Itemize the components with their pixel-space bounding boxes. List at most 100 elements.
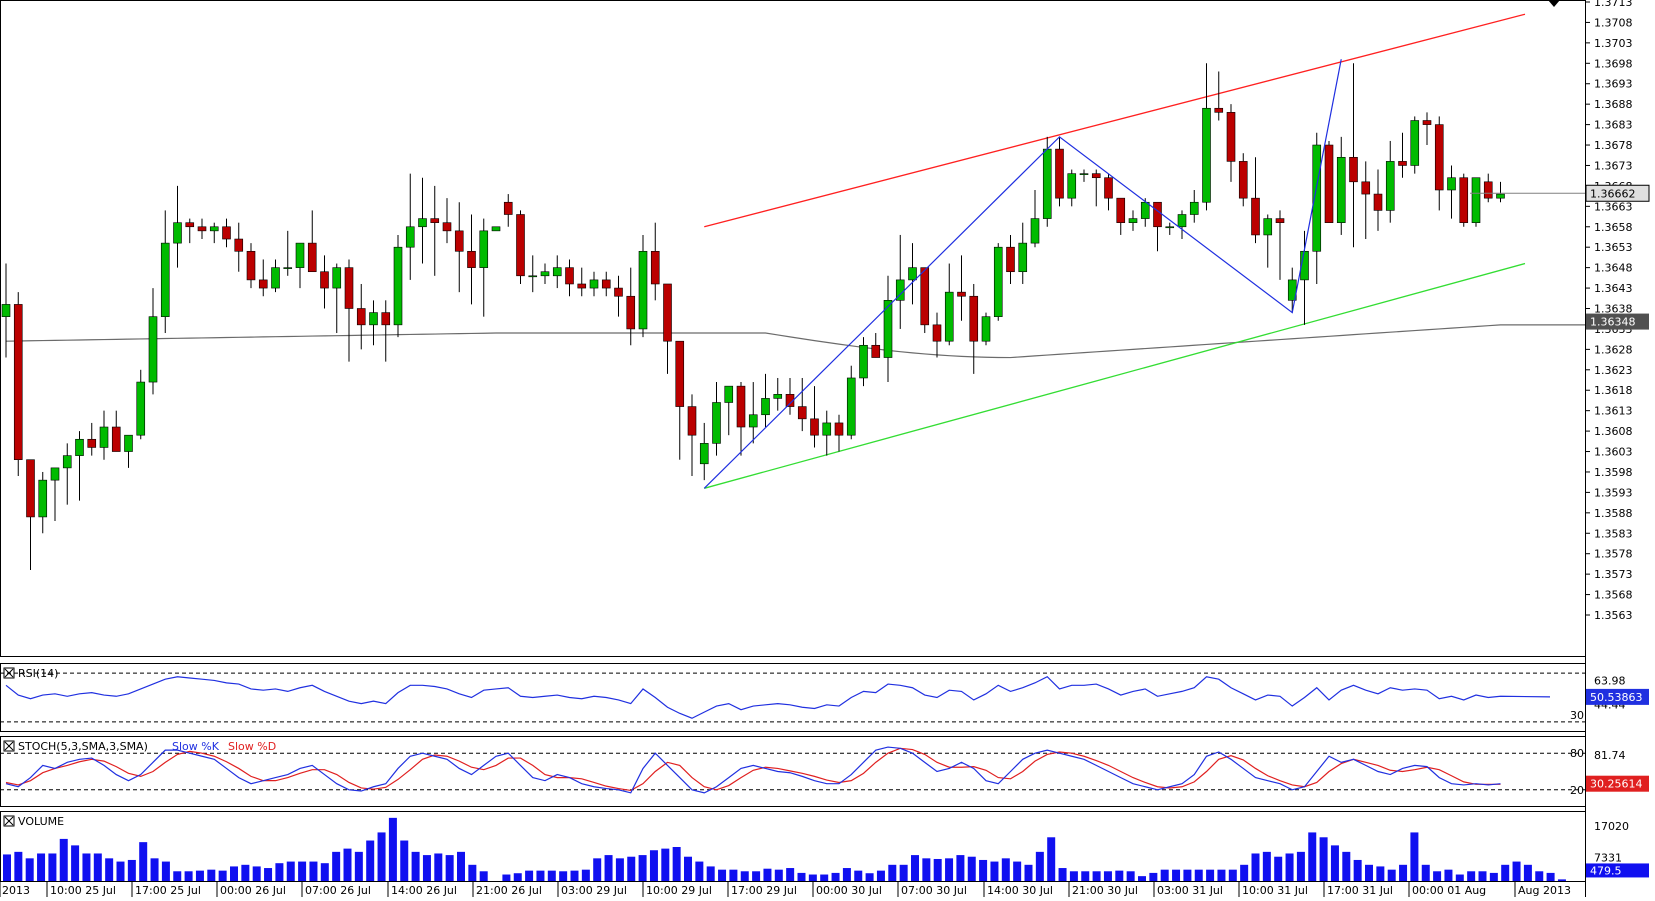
candle[interactable] — [1042, 136, 1052, 227]
candle[interactable] — [405, 173, 415, 280]
candle[interactable] — [981, 312, 991, 346]
candle[interactable] — [418, 177, 427, 264]
candle[interactable] — [601, 271, 611, 297]
candle[interactable] — [1398, 132, 1407, 178]
candle[interactable] — [320, 255, 329, 309]
candle[interactable] — [920, 267, 930, 334]
candle[interactable] — [75, 431, 84, 501]
scroll-marker-icon[interactable] — [1548, 0, 1560, 7]
candle[interactable] — [1263, 214, 1273, 268]
lower-channel-line[interactable] — [704, 262, 1526, 489]
candle[interactable] — [908, 243, 917, 305]
candle[interactable] — [26, 459, 35, 571]
candle[interactable] — [748, 382, 758, 444]
candle[interactable] — [516, 210, 525, 284]
candle[interactable] — [993, 243, 1003, 321]
candle[interactable] — [1459, 173, 1469, 227]
candle[interactable] — [797, 377, 807, 432]
candle[interactable] — [393, 234, 403, 338]
candle[interactable] — [1336, 136, 1346, 235]
candle[interactable] — [675, 340, 685, 460]
candle[interactable] — [1177, 210, 1187, 240]
candle[interactable] — [442, 198, 452, 244]
candle[interactable] — [185, 218, 195, 244]
candle[interactable] — [1275, 210, 1285, 280]
candle[interactable] — [1055, 136, 1064, 207]
candle[interactable] — [1091, 169, 1101, 207]
pattern-zigzag-line[interactable] — [703, 59, 1342, 489]
candle[interactable] — [1006, 234, 1015, 284]
candle[interactable] — [589, 271, 599, 297]
candle[interactable] — [712, 382, 721, 456]
candle[interactable] — [87, 422, 97, 456]
candle[interactable] — [932, 312, 942, 358]
candle[interactable] — [344, 259, 354, 362]
candle[interactable] — [540, 263, 550, 284]
candle[interactable] — [479, 218, 489, 317]
candle[interactable] — [50, 467, 60, 522]
candle[interactable] — [1104, 173, 1113, 211]
candle[interactable] — [13, 292, 23, 477]
candle[interactable] — [773, 377, 783, 411]
candle[interactable] — [111, 410, 121, 452]
candle[interactable] — [1079, 169, 1089, 182]
candle[interactable] — [160, 210, 170, 334]
candle[interactable] — [699, 422, 709, 481]
candle[interactable] — [136, 369, 146, 440]
candle[interactable] — [381, 300, 391, 362]
candle[interactable] — [307, 210, 317, 273]
candle[interactable] — [944, 263, 954, 346]
rsi-close-icon[interactable] — [3, 667, 15, 679]
candle[interactable] — [638, 234, 648, 338]
candle[interactable] — [565, 259, 574, 297]
candle[interactable] — [1226, 104, 1236, 182]
volume-close-icon[interactable] — [3, 815, 15, 827]
candle[interactable] — [859, 337, 868, 387]
candle[interactable] — [1, 263, 11, 358]
candle[interactable] — [1202, 63, 1211, 211]
candle[interactable] — [430, 185, 440, 276]
candle[interactable] — [1483, 173, 1493, 203]
candle[interactable] — [1238, 153, 1248, 207]
candle[interactable] — [1128, 210, 1138, 231]
candle[interactable] — [822, 410, 832, 456]
candle[interactable] — [271, 259, 280, 293]
candle[interactable] — [1447, 165, 1456, 219]
candle[interactable] — [356, 283, 366, 350]
candle[interactable] — [736, 382, 746, 456]
candle[interactable] — [1116, 197, 1126, 235]
candle[interactable] — [846, 365, 856, 440]
candle[interactable] — [871, 333, 881, 358]
candle[interactable] — [209, 222, 219, 244]
candle[interactable] — [1067, 169, 1077, 207]
candle[interactable] — [724, 385, 734, 436]
candle[interactable] — [528, 255, 538, 293]
candle[interactable] — [1214, 71, 1224, 121]
candle[interactable] — [454, 202, 464, 293]
candle[interactable] — [957, 255, 966, 321]
candle[interactable] — [38, 471, 48, 534]
candle[interactable] — [197, 218, 207, 240]
candle[interactable] — [1030, 189, 1040, 248]
candle[interactable] — [369, 300, 378, 346]
candle[interactable] — [614, 275, 623, 317]
candle[interactable] — [761, 373, 770, 428]
candle[interactable] — [1410, 116, 1420, 174]
candle[interactable] — [124, 434, 133, 468]
candle[interactable] — [1361, 161, 1371, 240]
candle[interactable] — [1373, 169, 1383, 231]
candle[interactable] — [467, 214, 476, 305]
candle[interactable] — [663, 283, 672, 374]
candle[interactable] — [1434, 116, 1444, 211]
candle[interactable] — [969, 283, 979, 374]
candle[interactable] — [1312, 132, 1322, 284]
candle[interactable] — [283, 230, 293, 276]
price-panel[interactable] — [0, 0, 1586, 657]
candle[interactable] — [1385, 140, 1395, 223]
candle[interactable] — [62, 443, 72, 505]
candle[interactable] — [552, 255, 562, 289]
candle[interactable] — [883, 275, 893, 383]
candle[interactable] — [1018, 222, 1028, 284]
candle[interactable] — [222, 218, 231, 248]
